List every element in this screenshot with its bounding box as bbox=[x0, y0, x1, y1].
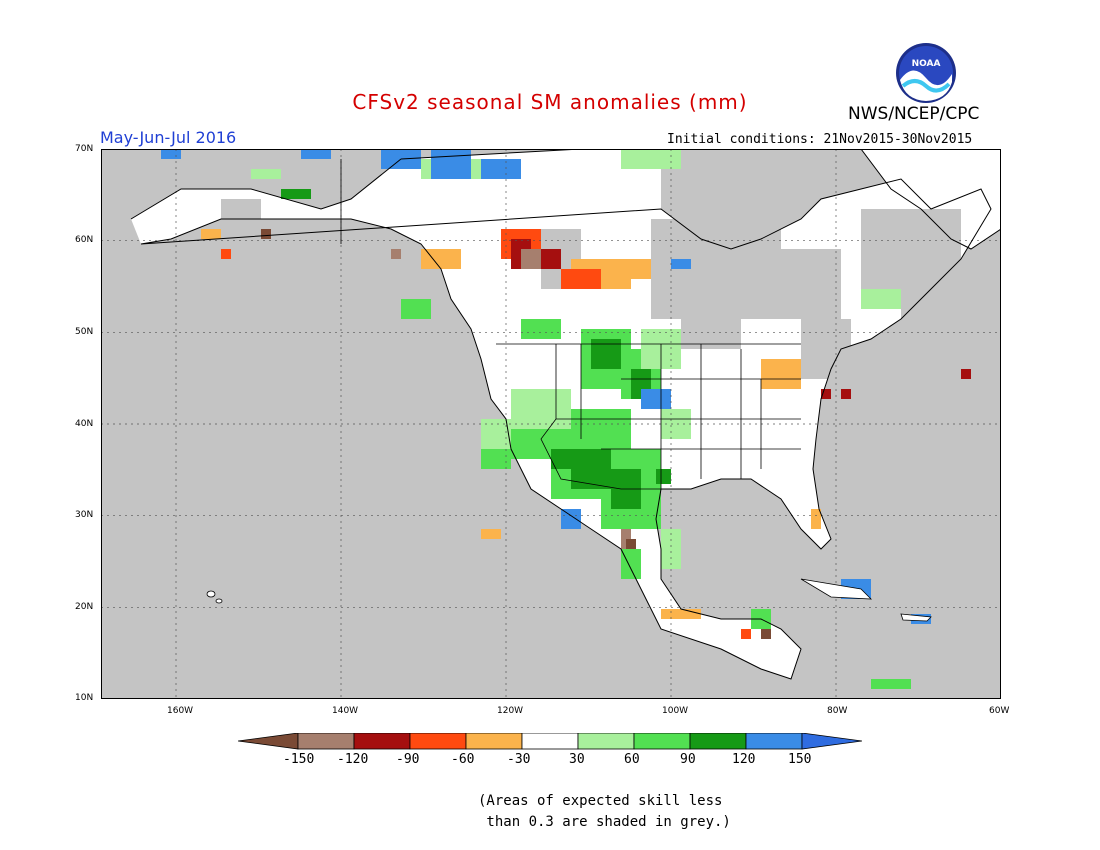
lat-label-60n: 60N bbox=[75, 235, 94, 245]
lon-label-60w: 60W bbox=[989, 706, 1010, 716]
map-title: CFSv2 seasonal SM anomalies (mm) bbox=[352, 90, 748, 114]
colorbar-cell bbox=[633, 733, 691, 750]
land-greenland bbox=[861, 149, 1001, 249]
colorbar-tick: -30 bbox=[507, 752, 531, 767]
colorbar-cell bbox=[353, 733, 411, 750]
colorbar-cell bbox=[689, 733, 747, 750]
soil-moisture-anomaly-map bbox=[101, 149, 1001, 699]
lon-label-100w: 100W bbox=[662, 706, 689, 716]
agency-label: NWS/NCEP/CPC bbox=[848, 104, 980, 124]
colorbar-cell bbox=[297, 733, 355, 750]
lat-label-50n: 50N bbox=[75, 327, 94, 337]
colorbar-tick: -90 bbox=[396, 752, 420, 767]
noaa-logo: NOAA bbox=[896, 43, 956, 103]
colorbar-tick: 60 bbox=[624, 752, 640, 767]
lat-label-20n: 20N bbox=[75, 602, 94, 612]
initial-conditions-label: Initial conditions: 21Nov2015-30Nov2015 bbox=[667, 132, 973, 147]
colorbar-cell bbox=[238, 733, 299, 750]
lon-label-140w: 140W bbox=[332, 706, 359, 716]
colorbar-cell bbox=[465, 733, 523, 750]
colorbar-tick: -150 bbox=[283, 752, 315, 767]
colorbar bbox=[238, 733, 862, 750]
coastline bbox=[130, 149, 992, 680]
colorbar-tick: -120 bbox=[337, 752, 369, 767]
colorbar-cell bbox=[521, 733, 579, 750]
political-borders bbox=[340, 159, 801, 490]
lat-label-10n: 10N bbox=[75, 693, 94, 703]
colorbar-tick: 150 bbox=[788, 752, 812, 767]
season-label: May-Jun-Jul 2016 bbox=[100, 128, 237, 147]
lon-label-80w: 80W bbox=[827, 706, 848, 716]
lon-label-160w: 160W bbox=[167, 706, 194, 716]
colorbar-tick: 120 bbox=[732, 752, 756, 767]
colorbar-cell bbox=[745, 733, 803, 750]
colorbar-cell bbox=[577, 733, 635, 750]
colorbar-cell bbox=[409, 733, 467, 750]
colorbar-cell bbox=[801, 733, 862, 750]
land-greenland-outline bbox=[860, 149, 1001, 250]
lat-label-40n: 40N bbox=[75, 419, 94, 429]
colorbar-tick: -60 bbox=[451, 752, 475, 767]
lat-label-30n: 30N bbox=[75, 510, 94, 520]
skill-footnote: (Areas of expected skill less than 0.3 a… bbox=[478, 793, 731, 830]
islands bbox=[206, 578, 932, 622]
colorbar-tick: 30 bbox=[569, 752, 585, 767]
colorbar-tick: 90 bbox=[680, 752, 696, 767]
ocean-areas bbox=[101, 149, 1001, 699]
logo-text: NOAA bbox=[912, 59, 941, 69]
lat-label-70n: 70N bbox=[75, 144, 94, 154]
lon-label-120w: 120W bbox=[497, 706, 524, 716]
